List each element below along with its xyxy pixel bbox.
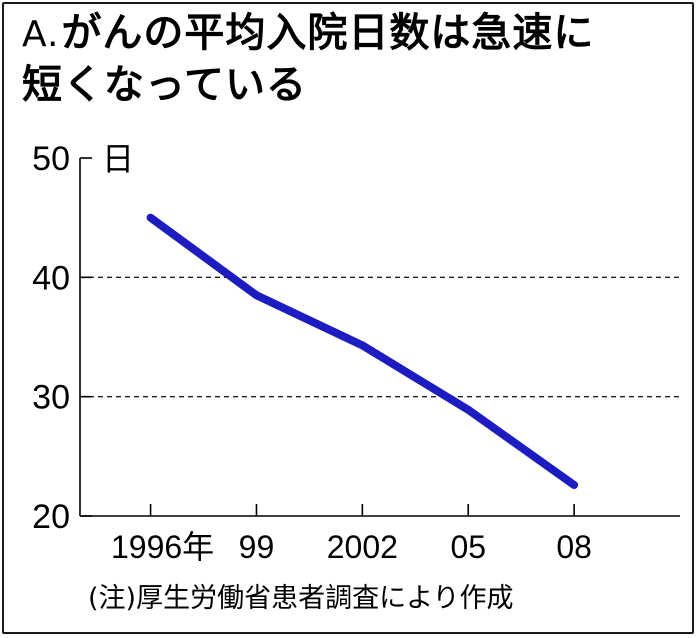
x-tick-label-1: 99 xyxy=(239,529,275,565)
series-line-0 xyxy=(146,213,579,489)
x-tick-label-4: 08 xyxy=(556,529,592,565)
chart-title: A.がんの平均入院日数は急速に 短くなっている xyxy=(22,8,682,110)
data-series xyxy=(146,213,579,489)
grid-lines xyxy=(80,276,680,398)
y-tick-label-50: 50 xyxy=(32,140,70,178)
x-tick-label-0: 1996年 xyxy=(111,529,214,565)
y-tick-label-40: 40 xyxy=(32,259,70,297)
x-tick-label-2: 2002 xyxy=(327,529,398,565)
x-axis-ticks: 1996年 99 2002 05 08 xyxy=(111,504,592,565)
x-tick-label-3: 05 xyxy=(450,529,486,565)
y-tick-label-30: 30 xyxy=(32,379,70,417)
y-axis-ticks: 20 30 40 50 xyxy=(32,140,92,536)
y-tick-label-20: 20 xyxy=(32,498,70,536)
source-note: (注)厚生労働省患者調査により作成 xyxy=(88,583,514,614)
y-axis-label: 日 xyxy=(102,141,134,177)
title-line-1: A.がんの平均入院日数は急速に xyxy=(22,8,682,60)
chart-axes xyxy=(79,158,680,517)
title-line-1-text: がんの平均入院日数は急速に xyxy=(61,10,595,56)
title-line-2: 短くなっている xyxy=(22,62,307,108)
title-prefix: A. xyxy=(22,14,60,55)
